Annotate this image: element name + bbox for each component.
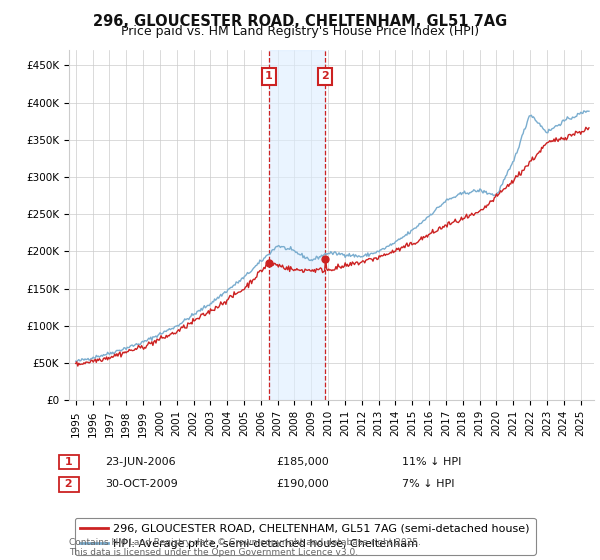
Text: 2: 2: [322, 72, 329, 81]
Legend: 296, GLOUCESTER ROAD, CHELTENHAM, GL51 7AG (semi-detached house), HPI: Average p: 296, GLOUCESTER ROAD, CHELTENHAM, GL51 7…: [74, 518, 536, 554]
Text: 30-OCT-2009: 30-OCT-2009: [105, 479, 178, 489]
Text: 11% ↓ HPI: 11% ↓ HPI: [402, 457, 461, 467]
Text: 1: 1: [265, 72, 273, 81]
Text: Contains HM Land Registry data © Crown copyright and database right 2025.
This d: Contains HM Land Registry data © Crown c…: [69, 538, 421, 557]
Bar: [269, 50, 325, 400]
Text: 1: 1: [61, 457, 77, 467]
Text: Price paid vs. HM Land Registry's House Price Index (HPI): Price paid vs. HM Land Registry's House …: [121, 25, 479, 38]
Text: 23-JUN-2006: 23-JUN-2006: [105, 457, 176, 467]
Text: 2: 2: [61, 479, 77, 489]
Text: £190,000: £190,000: [276, 479, 329, 489]
Text: 7% ↓ HPI: 7% ↓ HPI: [402, 479, 455, 489]
Text: £185,000: £185,000: [276, 457, 329, 467]
Text: 296, GLOUCESTER ROAD, CHELTENHAM, GL51 7AG: 296, GLOUCESTER ROAD, CHELTENHAM, GL51 7…: [93, 14, 507, 29]
